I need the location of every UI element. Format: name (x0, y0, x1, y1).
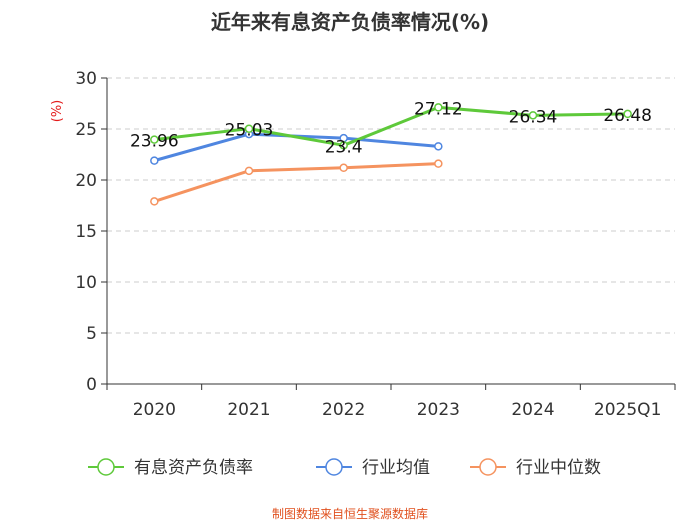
y-tick-label: 30 (75, 69, 97, 89)
data-label: 27.12 (414, 99, 463, 119)
chart-title: 近年来有息资产负债率情况(%) (210, 10, 490, 34)
data-point (244, 124, 254, 133)
legend: 有息资产负债率 行业均值 行业中位数 (88, 458, 601, 478)
legend-marker (97, 458, 115, 476)
data-point (434, 142, 443, 151)
grid-lines (107, 77, 675, 334)
data-labels: 23.96 25.03 23.4 27.12 26.34 26.48 (130, 99, 652, 157)
y-tick-label: 15 (75, 222, 97, 242)
legend-label: 行业中位数 (516, 458, 601, 478)
data-point (623, 109, 632, 119)
y-tick-label: 5 (86, 324, 97, 344)
data-label: 26.34 (509, 107, 558, 127)
data-point (434, 103, 443, 112)
series-line (154, 105, 628, 147)
legend-label: 行业均值 (362, 458, 430, 478)
data-label: 25.03 (225, 121, 274, 141)
data-label: 23.4 (325, 137, 363, 157)
data-point (150, 156, 159, 165)
data-point (339, 163, 348, 173)
y-tick-label: 25 (75, 120, 97, 140)
data-point (528, 111, 538, 120)
axes: 0 5 10 15 20 25 30 2020 2021 2022 2023 2024 2025Q1 (%… (50, 69, 676, 420)
x-tick-label: 2021 (227, 400, 270, 420)
data-point (150, 197, 159, 206)
x-tick-label: 2024 (511, 400, 554, 420)
y-tick-label: 10 (75, 273, 97, 293)
y-tick-label: 0 (86, 375, 97, 395)
series-line (153, 162, 439, 203)
series-lines (150, 103, 632, 206)
x-tick-label: 2022 (322, 400, 365, 420)
chart-source: 制图数据来自恒生聚源数据库 (271, 507, 428, 521)
legend-marker (479, 458, 497, 476)
data-point (244, 166, 254, 176)
legend-marker (325, 458, 343, 476)
data-point (150, 135, 159, 144)
x-tick-label: 2025Q1 (594, 400, 661, 420)
data-point (339, 141, 348, 150)
data-label: 26.48 (603, 106, 652, 126)
y-unit-label: (%) (50, 100, 65, 123)
y-tick-label: 20 (75, 171, 97, 191)
x-tick-label: 2023 (417, 400, 460, 420)
x-tick-label: 2020 (133, 400, 176, 420)
legend-label: 有息资产负债率 (134, 458, 253, 478)
data-point (434, 159, 443, 168)
data-label: 23.96 (130, 132, 179, 152)
